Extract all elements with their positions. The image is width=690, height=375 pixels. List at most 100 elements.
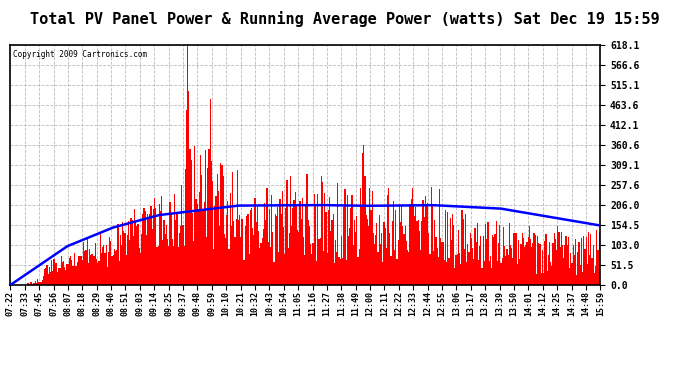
Bar	[62, 262, 63, 285]
Bar	[101, 254, 102, 285]
Bar	[79, 256, 81, 285]
Bar	[277, 207, 278, 285]
Bar	[202, 211, 204, 285]
Bar	[137, 224, 139, 285]
Bar	[282, 191, 283, 285]
Bar	[343, 207, 344, 285]
Bar	[96, 259, 97, 285]
Bar	[255, 198, 256, 285]
Bar	[284, 254, 285, 285]
Bar	[212, 182, 213, 285]
Bar	[492, 235, 493, 285]
Bar	[504, 246, 505, 285]
Bar	[177, 247, 179, 285]
Bar	[593, 245, 594, 285]
Bar	[157, 246, 159, 285]
Bar	[167, 239, 168, 285]
Bar	[482, 268, 483, 285]
Bar	[260, 243, 262, 285]
Bar	[117, 224, 119, 285]
Bar	[368, 226, 369, 285]
Bar	[285, 209, 286, 285]
Bar	[478, 260, 479, 285]
Bar	[273, 262, 275, 285]
Bar	[402, 226, 404, 285]
Bar	[575, 239, 576, 285]
Bar	[546, 271, 548, 285]
Bar	[371, 190, 373, 285]
Bar	[361, 207, 362, 285]
Bar	[562, 245, 563, 285]
Bar	[499, 225, 500, 285]
Bar	[119, 235, 121, 285]
Bar	[558, 232, 560, 285]
Bar	[530, 239, 531, 285]
Bar	[529, 226, 530, 285]
Bar	[553, 232, 555, 285]
Bar	[106, 245, 107, 285]
Bar	[51, 260, 52, 285]
Bar	[308, 220, 309, 285]
Bar	[556, 251, 557, 285]
Bar	[288, 232, 290, 285]
Bar	[146, 235, 147, 285]
Bar	[437, 257, 439, 285]
Bar	[198, 209, 199, 285]
Bar	[459, 254, 460, 285]
Bar	[37, 279, 38, 285]
Bar	[377, 252, 379, 285]
Bar	[568, 237, 569, 285]
Bar	[507, 255, 509, 285]
Bar	[128, 221, 129, 285]
Bar	[548, 255, 549, 285]
Bar	[326, 254, 328, 285]
Bar	[165, 234, 166, 285]
Bar	[485, 225, 486, 285]
Bar	[74, 254, 75, 285]
Bar	[297, 230, 298, 285]
Bar	[160, 211, 161, 285]
Bar	[162, 240, 164, 285]
Bar	[451, 240, 452, 285]
Bar	[355, 232, 356, 285]
Bar	[240, 237, 241, 285]
Bar	[248, 254, 250, 285]
Bar	[88, 263, 89, 285]
Bar	[484, 261, 485, 285]
Bar	[397, 240, 399, 285]
Bar	[480, 236, 482, 285]
Bar	[102, 248, 103, 285]
Bar	[135, 221, 136, 285]
Bar	[487, 222, 489, 285]
Bar	[111, 256, 112, 285]
Bar	[381, 233, 382, 285]
Bar	[406, 242, 407, 285]
Bar	[257, 207, 258, 285]
Bar	[271, 195, 273, 285]
Bar	[525, 245, 526, 285]
Bar	[581, 238, 582, 285]
Bar	[322, 183, 323, 285]
Bar	[226, 215, 227, 285]
Bar	[535, 236, 536, 285]
Bar	[200, 155, 201, 285]
Bar	[237, 170, 238, 285]
Bar	[409, 204, 411, 285]
Bar	[435, 237, 437, 285]
Bar	[586, 264, 588, 285]
Bar	[375, 235, 376, 285]
Bar	[241, 219, 243, 285]
Bar	[590, 234, 591, 285]
Bar	[373, 234, 374, 285]
Bar	[311, 254, 313, 285]
Bar	[173, 246, 174, 285]
Bar	[434, 220, 435, 285]
Bar	[369, 188, 371, 285]
Bar	[470, 233, 471, 285]
Bar	[166, 225, 167, 285]
Bar	[419, 231, 420, 285]
Bar	[454, 268, 455, 285]
Bar	[161, 196, 162, 285]
Bar	[295, 192, 296, 285]
Bar	[429, 254, 431, 285]
